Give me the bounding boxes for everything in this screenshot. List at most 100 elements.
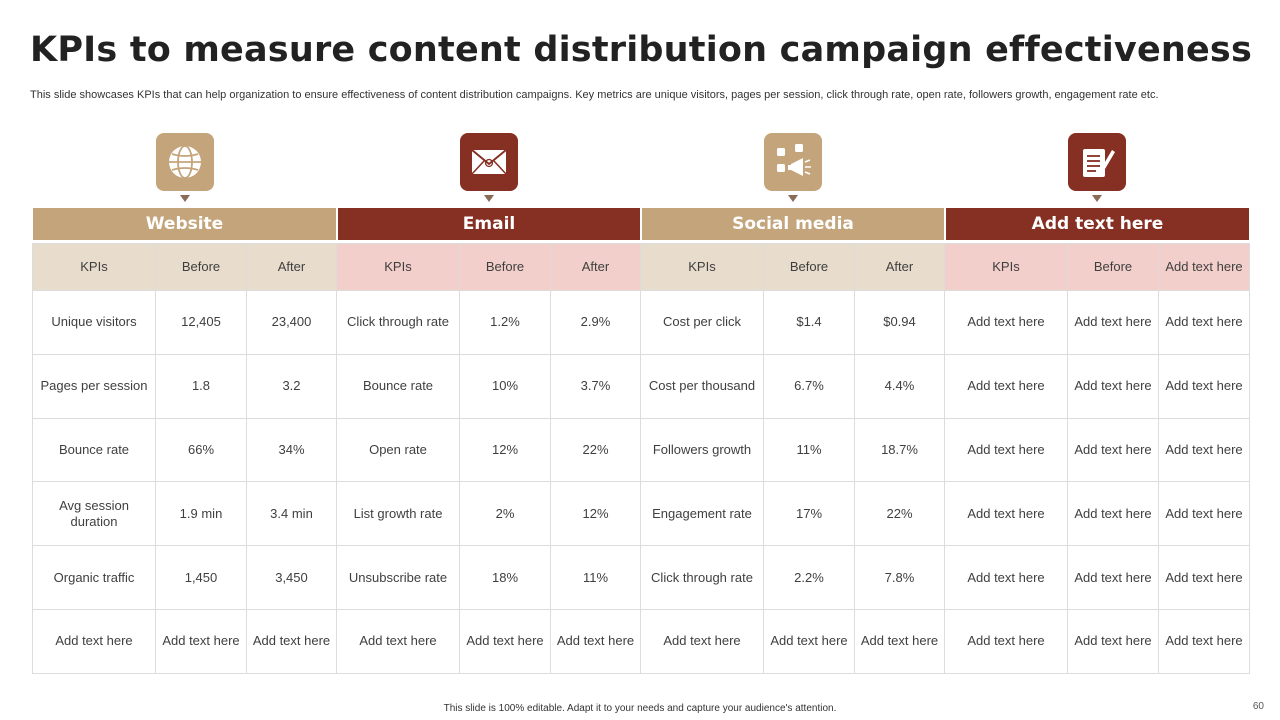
table-cell: Open rate (336, 417, 460, 483)
table-cell: Add text here (944, 353, 1068, 419)
table-cell: 3.2 (246, 353, 337, 419)
table-cell: 4.4% (854, 353, 945, 419)
table-cell: Followers growth (640, 417, 764, 483)
table-cell: 17% (763, 481, 855, 547)
table-cell: 1.2% (459, 290, 551, 355)
table-cell: Bounce rate (336, 353, 460, 419)
table-cell: Engagement rate (640, 481, 764, 547)
table-cell: 3,450 (246, 545, 337, 610)
table-row: Avg session duration 1.9 min 3.4 min List g… (32, 481, 1250, 547)
table-cell: 12% (459, 417, 551, 483)
table-cell: Add text here (550, 608, 641, 674)
table-cell: 34% (246, 417, 337, 483)
table-cell: 1.9 min (155, 481, 247, 547)
notes-pointer (1092, 195, 1102, 202)
table-cell: 2.2% (763, 545, 855, 610)
table-cell: 22% (854, 481, 945, 547)
page-subtitle: This slide showcases KPIs that can help … (30, 89, 1159, 101)
table-row: Unique visitors 12,405 23,400 Click through… (32, 290, 1250, 355)
table-cell: Add text here (1158, 481, 1250, 547)
table-cell: 12% (550, 481, 641, 547)
email-icon (460, 133, 518, 191)
table-cell: Add text here (1158, 353, 1250, 419)
table-cell: 22% (550, 417, 641, 483)
table-cell: Avg session duration (32, 481, 156, 547)
table-cell: 18% (459, 545, 551, 610)
table-cell: $0.94 (854, 290, 945, 355)
table-cell: 12,405 (155, 290, 247, 355)
table-cell: Bounce rate (32, 417, 156, 483)
table-cell: 18.7% (854, 417, 945, 483)
column-header: Before (155, 243, 247, 291)
column-header: KPIs (944, 243, 1068, 291)
table-cell: 66% (155, 417, 247, 483)
kpi-table: KPIs Before After KPIs Before After KPIs… (32, 243, 1250, 674)
email-pointer (484, 195, 494, 202)
column-header: After (246, 243, 337, 291)
table-cell: 1,450 (155, 545, 247, 610)
table-cell: Add text here (640, 608, 764, 674)
table-cell: Add text here (944, 545, 1068, 610)
table-cell: 3.7% (550, 353, 641, 419)
column-header: After (854, 243, 945, 291)
globe-pointer (180, 195, 190, 202)
table-cell: Add text here (336, 608, 460, 674)
table-cell: 11% (550, 545, 641, 610)
column-header: KPIs (336, 243, 460, 291)
table-row: Add text here Add text here Add text here A… (32, 608, 1250, 674)
table-cell: Add text here (1067, 417, 1159, 483)
column-header: Before (459, 243, 551, 291)
table-cell: Add text here (1067, 353, 1159, 419)
section-banner-website: Website (33, 208, 336, 240)
table-cell: Add text here (854, 608, 945, 674)
table-header-row: KPIs Before After KPIs Before After KPIs… (32, 243, 1250, 291)
table-cell: Add text here (944, 417, 1068, 483)
table-cell: Cost per click (640, 290, 764, 355)
table-cell: Add text here (1067, 545, 1159, 610)
section-banner-social-media: Social media (642, 208, 944, 240)
table-cell: Add text here (944, 608, 1068, 674)
table-cell: Add text here (459, 608, 551, 674)
table-cell: Unsubscribe rate (336, 545, 460, 610)
table-cell: Add text here (155, 608, 247, 674)
globe-icon (156, 133, 214, 191)
table-cell: Click through rate (640, 545, 764, 610)
table-row: Bounce rate 66% 34% Open rate 12% 22% Follower… (32, 417, 1250, 483)
column-header: KPIs (32, 243, 156, 291)
table-cell: 1.8 (155, 353, 247, 419)
table-cell: 7.8% (854, 545, 945, 610)
table-cell: Add text here (944, 481, 1068, 547)
table-cell: Add text here (246, 608, 337, 674)
table-cell: Add text here (1067, 290, 1159, 355)
table-cell: Unique visitors (32, 290, 156, 355)
table-cell: Add text here (944, 290, 1068, 355)
social-media-icon (764, 133, 822, 191)
table-row: Pages per session 1.8 3.2 Bounce rate 10% 3.7… (32, 353, 1250, 419)
table-cell: 3.4 min (246, 481, 337, 547)
column-header: Add text here (1158, 243, 1250, 291)
table-cell: List growth rate (336, 481, 460, 547)
table-cell: Add text here (1158, 290, 1250, 355)
column-header: Before (1067, 243, 1159, 291)
table-row: Organic traffic 1,450 3,450 Unsubscribe rat… (32, 545, 1250, 610)
table-cell: Cost per thousand (640, 353, 764, 419)
footer-note: This slide is 100% editable. Adapt it to… (443, 703, 837, 714)
notes-icon (1068, 133, 1126, 191)
table-cell: 2.9% (550, 290, 641, 355)
table-cell: Add text here (1158, 545, 1250, 610)
table-cell: Add text here (763, 608, 855, 674)
table-cell: Add text here (1067, 481, 1159, 547)
table-cell: 6.7% (763, 353, 855, 419)
page-number: 60 (1252, 701, 1264, 712)
section-banner-add-text: Add text here (946, 208, 1249, 240)
table-cell: Add text here (1158, 608, 1250, 674)
table-cell: 11% (763, 417, 855, 483)
table-cell: $1.4 (763, 290, 855, 355)
table-cell: Add text here (1158, 417, 1250, 483)
column-header: KPIs (640, 243, 764, 291)
section-banner-email: Email (338, 208, 640, 240)
table-cell: Add text here (32, 608, 156, 674)
table-cell: Organic traffic (32, 545, 156, 610)
column-header: After (550, 243, 641, 291)
table-cell: 23,400 (246, 290, 337, 355)
